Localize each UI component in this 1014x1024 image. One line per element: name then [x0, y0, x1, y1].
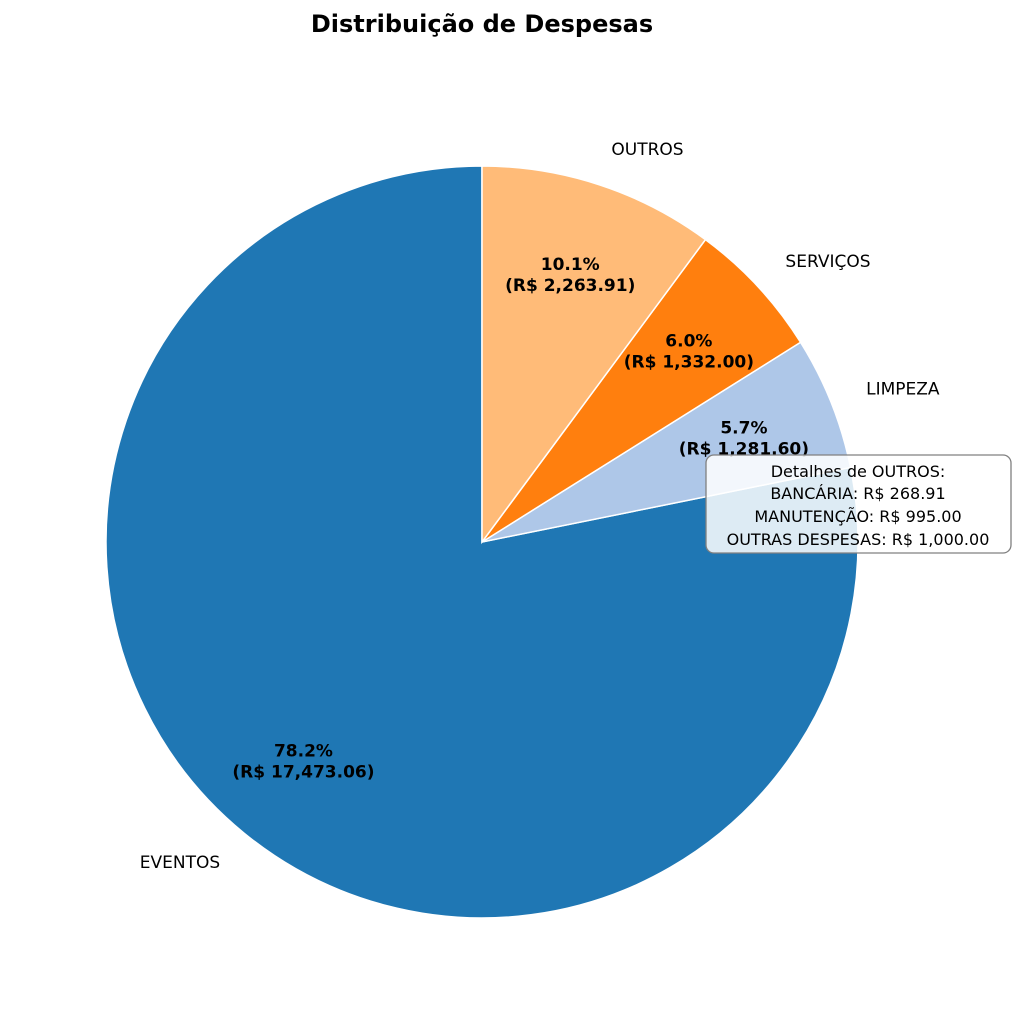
- slice-percent-limpeza: 5.7%: [720, 418, 767, 438]
- slice-name-labels: EVENTOS LIMPEZA SERVIÇOS OUTROS: [140, 140, 940, 873]
- pie-slice-outros: [481, 165, 707, 545]
- details-line-bancaria: BANCÁRIA: R$ 268.91: [770, 484, 945, 503]
- pie-slice-servicos: [481, 238, 802, 543]
- slice-label-servicos: SERVIÇOS: [785, 252, 870, 272]
- outros-details-box: Detalhes de OUTROS: BANCÁRIA: R$ 268.91 …: [705, 454, 1012, 554]
- slice-label-outros: OUTROS: [611, 140, 683, 160]
- details-line-manutencao: MANUTENÇÃO: R$ 995.00: [754, 507, 961, 526]
- details-line-heading: Detalhes de OUTROS:: [771, 462, 946, 481]
- slice-percent-eventos: 78.2%: [274, 741, 333, 761]
- slice-value-outros: (R$ 2,263.91): [505, 276, 635, 296]
- slice-label-eventos: EVENTOS: [140, 853, 220, 873]
- slice-value-eventos: (R$ 17,473.06): [232, 762, 374, 782]
- slice-value-labels: 78.2%(R$ 17,473.06)5.7%(R$ 1,281.60)6.0%…: [232, 255, 809, 782]
- slice-label-limpeza: LIMPEZA: [866, 380, 940, 400]
- details-line-outras-despesas: OUTRAS DESPESAS: R$ 1,000.00: [727, 530, 990, 549]
- pie-slices: [105, 165, 859, 919]
- slice-percent-servicos: 6.0%: [665, 331, 712, 351]
- details-box-background: [705, 454, 1012, 554]
- slice-percent-outros: 10.1%: [541, 255, 600, 275]
- slice-value-servicos: (R$ 1,332.00): [624, 352, 754, 372]
- chart-title: Distribuição de Despesas: [311, 10, 653, 38]
